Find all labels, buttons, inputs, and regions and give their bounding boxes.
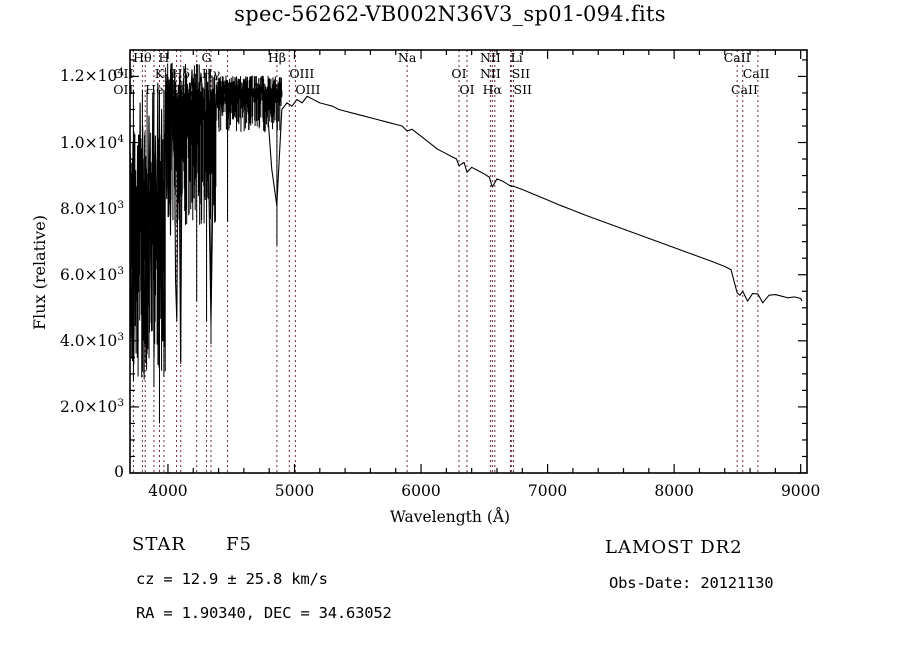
line-label-NII-18: NII (479, 66, 501, 81)
line-label-OIII-13: OIII (295, 82, 321, 97)
line-label-H-2: Hθ (133, 50, 152, 65)
line-label-NII-17: NII (479, 50, 501, 65)
y-tick-1: 2.0×103 (59, 396, 124, 417)
line-label-H-11: Hβ (267, 50, 286, 65)
line-label-K-4: K (154, 66, 165, 81)
y-tick-0: 0 (114, 463, 124, 481)
line-label-H-5: H (158, 50, 170, 65)
x-tick-1: 5000 (274, 482, 315, 500)
y-tick-5: 1.0×104 (59, 132, 124, 152)
x-axis-title: Wavelength (Å) (389, 508, 511, 526)
line-label-H-8: Hγ (201, 66, 221, 81)
line-label-CaII-23: CaII (723, 50, 751, 65)
line-label-OI-16: OI (459, 82, 475, 97)
x-tick-2: 6000 (401, 482, 441, 500)
object-class-label: STAR (132, 534, 186, 555)
x-tick-0: 4000 (148, 482, 188, 500)
x-tick-3: 7000 (527, 482, 568, 500)
y-axis-title: Flux (relative) (30, 215, 49, 330)
y-tick-6: 1.2×104 (59, 66, 124, 86)
x-tick-5: 9000 (780, 482, 821, 500)
coordinates-label: RA = 1.90340, DEC = 34.63052 (136, 604, 392, 622)
line-label-SII-22: SII (513, 82, 532, 97)
spectral-type-label: F5 (226, 534, 252, 555)
line-label-HeI-10: HeI (215, 82, 240, 97)
y-tick-2: 4.0×103 (59, 330, 124, 350)
line-label-SII-21: SII (511, 66, 531, 81)
spectrum-trace (129, 69, 803, 368)
y-tick-3: 6.0×103 (59, 264, 124, 284)
axis-frame-group (129, 49, 808, 474)
line-label-G-9: G (201, 50, 212, 65)
line-label-SII-6: SII (167, 82, 186, 97)
line-label-HeI-3: HeI (145, 82, 169, 97)
line-label-CaII-24: CaII (742, 66, 770, 81)
redshift-label: cz = 12.9 ± 25.8 km/s (136, 570, 328, 588)
y-tick-4: 8.0×103 (59, 198, 124, 218)
spectrum-trace-group (129, 62, 803, 424)
plot-frame (129, 49, 808, 474)
line-label-OIII-12: OIII (289, 66, 315, 81)
line-label-OI-15: OI (451, 66, 467, 81)
line-label-CaII-25: CaII (730, 82, 758, 97)
line-label-OII-0: OII (113, 66, 134, 81)
line-label-Na-14: Na (397, 50, 417, 65)
line-label-OII-1: OII (113, 82, 134, 97)
x-tick-4: 8000 (654, 482, 694, 500)
page-title: spec-56262-VB002N36V3_sp01-094.fits (234, 2, 666, 26)
obs-date-label: Obs-Date: 20121130 (609, 574, 774, 592)
line-label-H-19: Hα (482, 82, 502, 97)
line-label-H-7: Hδ (171, 66, 190, 81)
line-label-Li-20: Li (510, 50, 523, 65)
survey-label: LAMOST DR2 (605, 537, 743, 558)
